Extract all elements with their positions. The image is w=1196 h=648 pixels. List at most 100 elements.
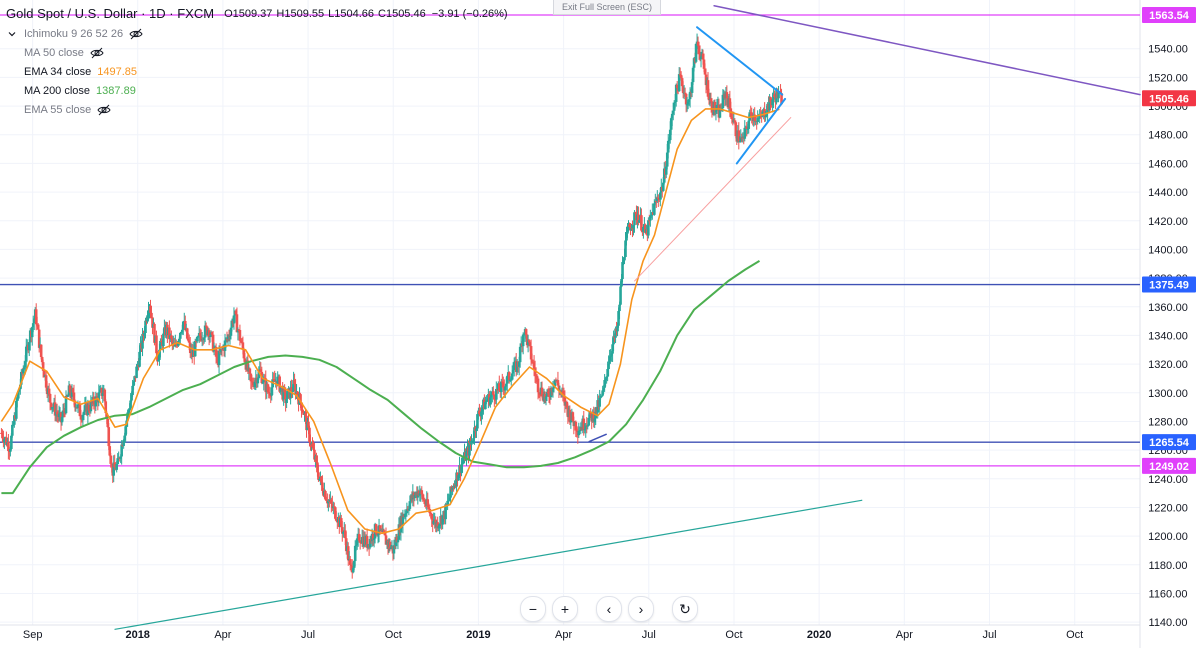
purple-downtrend-line[interactable] bbox=[713, 4, 1141, 96]
candle-body bbox=[485, 400, 488, 403]
candle-body bbox=[243, 358, 247, 363]
candle-body bbox=[418, 493, 422, 496]
candle-body bbox=[771, 99, 774, 106]
candle-body bbox=[208, 335, 212, 338]
triangle-lower-line[interactable] bbox=[735, 97, 787, 165]
candle-body bbox=[666, 140, 670, 153]
support-tick-line[interactable] bbox=[588, 433, 607, 443]
candle-body bbox=[123, 435, 126, 441]
candle-body bbox=[714, 110, 718, 113]
candle-body bbox=[242, 349, 246, 359]
green-uptrend-line[interactable] bbox=[114, 499, 863, 630]
candle-body bbox=[330, 499, 333, 504]
ohlc-key: O bbox=[224, 7, 233, 20]
candle-body bbox=[525, 334, 529, 346]
candle-body bbox=[230, 320, 234, 328]
candle-body bbox=[304, 413, 307, 416]
candle-body bbox=[437, 526, 440, 529]
candle-body bbox=[527, 340, 531, 343]
candle-body bbox=[692, 58, 696, 68]
ema34-line[interactable] bbox=[0, 108, 780, 535]
candle-body bbox=[113, 462, 117, 468]
candle-body bbox=[296, 391, 299, 397]
candle-body bbox=[203, 325, 207, 338]
candle-body bbox=[536, 378, 540, 393]
candle-body bbox=[249, 373, 253, 382]
candle-body bbox=[81, 414, 85, 421]
candle-body bbox=[691, 67, 695, 83]
candle-body bbox=[703, 68, 707, 75]
candle-body bbox=[642, 226, 645, 232]
candle-body bbox=[251, 382, 255, 386]
candle-body bbox=[750, 112, 754, 118]
candle-body bbox=[644, 224, 647, 233]
candle-body bbox=[544, 396, 548, 400]
indicator-row[interactable]: MA 50 close bbox=[6, 43, 508, 62]
candle-body bbox=[202, 337, 206, 341]
x-tick-label: Oct bbox=[1066, 629, 1083, 641]
y-tick-label: 1480.00 bbox=[1148, 130, 1188, 142]
indicator-label: EMA 34 close bbox=[24, 65, 92, 78]
zoom-out-button[interactable]: − bbox=[520, 596, 546, 622]
candle-body bbox=[563, 396, 567, 406]
indicator-row[interactable]: EMA 34 close 1497.85 bbox=[6, 62, 508, 81]
candle-body bbox=[61, 410, 65, 417]
y-tick-label: 1160.00 bbox=[1149, 588, 1188, 600]
candle-body bbox=[234, 310, 238, 315]
candle-body bbox=[524, 329, 528, 335]
candle-body bbox=[517, 362, 521, 367]
triangle-upper-line[interactable] bbox=[696, 26, 784, 96]
candle-body bbox=[351, 567, 355, 573]
candle-body bbox=[460, 464, 463, 474]
candle-body bbox=[235, 314, 239, 333]
symbol-title[interactable]: Gold Spot / U.S. Dollar · 1D · FXCM bbox=[6, 6, 215, 21]
candle-body bbox=[619, 286, 622, 305]
pink-trend-line[interactable] bbox=[634, 117, 792, 282]
candle-body bbox=[417, 491, 421, 496]
candle-body bbox=[535, 375, 539, 379]
eye-off-icon[interactable] bbox=[90, 46, 104, 60]
candle-body bbox=[510, 373, 514, 380]
candle-body bbox=[405, 508, 409, 514]
candle-body bbox=[633, 212, 636, 226]
indicator-list: Ichimoku 9 26 52 26 MA 50 close EMA 34 clo… bbox=[6, 24, 508, 119]
candle-body bbox=[494, 399, 497, 401]
eye-off-icon[interactable] bbox=[129, 27, 143, 41]
candle-body bbox=[284, 392, 287, 404]
indicator-row[interactable]: EMA 55 close bbox=[6, 100, 508, 119]
chart-legend: Gold Spot / U.S. Dollar · 1D · FXCM O150… bbox=[6, 6, 508, 119]
indicator-row[interactable]: Ichimoku 9 26 52 26 bbox=[6, 24, 508, 43]
scroll-right-button[interactable]: › bbox=[628, 596, 654, 622]
candle-body bbox=[344, 538, 348, 552]
zoom-in-button[interactable]: + bbox=[552, 596, 578, 622]
candle-body bbox=[357, 534, 361, 541]
chevron-down-icon[interactable] bbox=[6, 28, 18, 40]
candle-body bbox=[149, 306, 152, 313]
candle-body bbox=[556, 380, 560, 386]
candle-body bbox=[68, 385, 72, 393]
candle-body bbox=[601, 390, 604, 396]
candle-body bbox=[106, 418, 110, 428]
candle-body bbox=[441, 515, 444, 525]
exit-fullscreen-button[interactable]: Exit Full Screen (ESC) bbox=[553, 0, 662, 15]
candle-body bbox=[22, 367, 26, 370]
indicator-row[interactable]: MA 200 close 1387.89 bbox=[6, 81, 508, 100]
candle-body bbox=[37, 329, 41, 348]
candle-body bbox=[683, 92, 687, 94]
candle-body bbox=[509, 379, 513, 381]
candle-body bbox=[427, 507, 431, 509]
ma200-line[interactable] bbox=[1, 260, 761, 495]
reset-chart-button[interactable]: ↻ bbox=[672, 596, 698, 622]
candle-body bbox=[632, 225, 635, 229]
candle-body bbox=[617, 311, 620, 326]
candle-body bbox=[675, 84, 679, 88]
candle-body bbox=[725, 92, 729, 99]
candle-body bbox=[283, 388, 286, 393]
candle-body bbox=[267, 391, 271, 394]
candle-body bbox=[180, 329, 184, 332]
eye-off-icon[interactable] bbox=[97, 103, 111, 117]
candle-body bbox=[250, 381, 254, 383]
scroll-left-button[interactable]: ‹ bbox=[596, 596, 622, 622]
